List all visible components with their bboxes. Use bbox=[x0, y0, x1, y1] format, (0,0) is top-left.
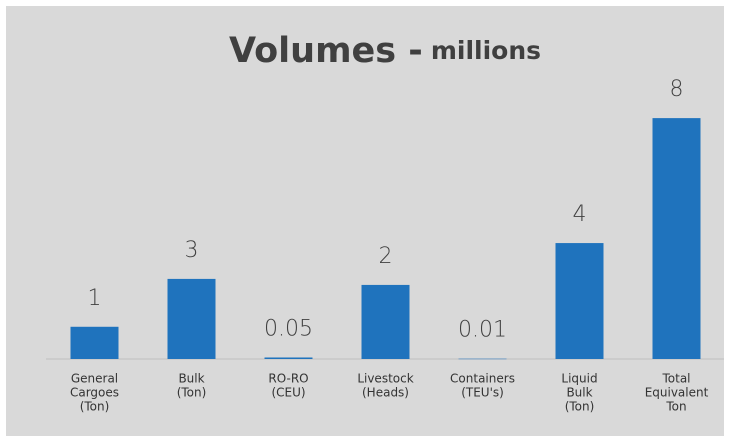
x-tick-label: Ton bbox=[665, 400, 686, 414]
x-tick-label: Cargoes bbox=[70, 386, 119, 400]
value-label: 3 bbox=[185, 238, 199, 263]
x-tick-label: (Ton) bbox=[177, 386, 207, 400]
x-tick-label: Bulk bbox=[566, 386, 592, 400]
chart-title: Volumes - bbox=[229, 31, 423, 71]
bar bbox=[652, 118, 701, 359]
bar bbox=[167, 278, 216, 359]
value-label: 2 bbox=[379, 244, 393, 269]
bar bbox=[555, 243, 604, 359]
value-label: 0.01 bbox=[458, 318, 507, 343]
value-label: 8 bbox=[670, 77, 684, 102]
value-label: 0.05 bbox=[264, 316, 313, 341]
x-tick-label: (Ton) bbox=[80, 400, 110, 414]
x-tick-label: Bulk bbox=[178, 372, 204, 386]
chart-title-unit: millions bbox=[431, 36, 541, 65]
bar bbox=[70, 326, 119, 359]
x-tick-label: Liquid bbox=[561, 372, 597, 386]
chart-background bbox=[6, 6, 724, 436]
x-tick-label: RO-RO bbox=[268, 372, 308, 386]
bar bbox=[361, 284, 410, 359]
value-label: 4 bbox=[573, 202, 587, 227]
x-tick-label: Livestock bbox=[357, 372, 413, 386]
x-tick-label: Total bbox=[661, 372, 690, 386]
x-tick-label: (TEU's) bbox=[461, 386, 504, 400]
x-tick-label: General bbox=[71, 372, 118, 386]
x-tick-label: (CEU) bbox=[271, 386, 305, 400]
x-tick-label: (Heads) bbox=[362, 386, 409, 400]
chart-title-group: Volumes - millions bbox=[229, 31, 541, 71]
x-tick-label: (Ton) bbox=[565, 400, 595, 414]
bar bbox=[458, 358, 507, 360]
value-label: 1 bbox=[88, 286, 102, 311]
bar bbox=[264, 357, 313, 359]
x-tick-label: Equivalent bbox=[645, 386, 709, 400]
x-tick-label: Containers bbox=[450, 372, 515, 386]
